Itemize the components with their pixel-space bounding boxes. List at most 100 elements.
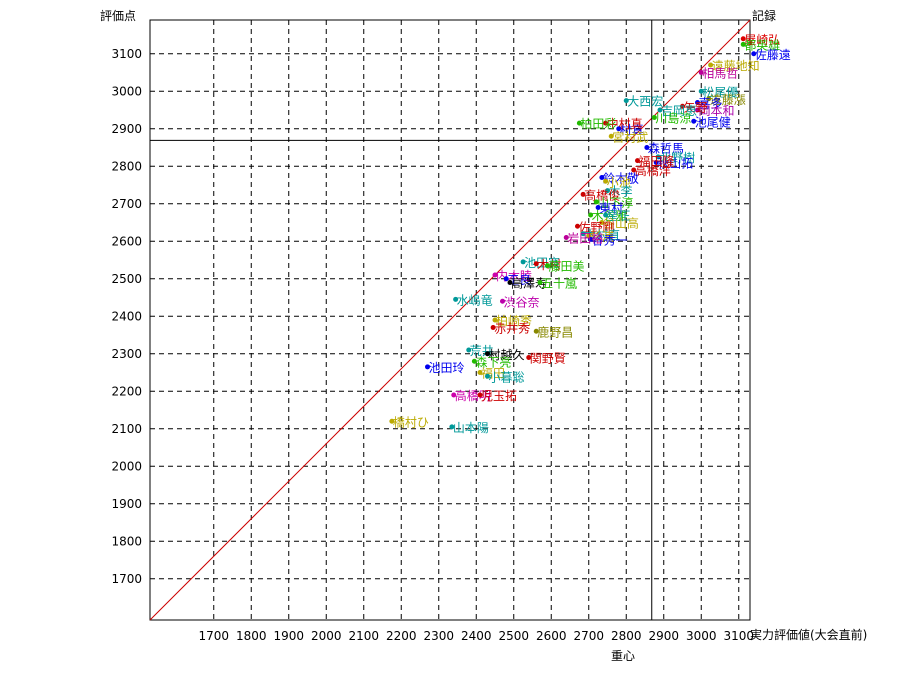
x-tick-label: 1700 <box>198 629 229 643</box>
x-tick-label: 2200 <box>386 629 417 643</box>
data-point-label: 木谷雅 <box>592 208 628 223</box>
data-point-label: 小池 <box>607 175 631 189</box>
data-point-label: 鈴木敬 <box>603 171 639 186</box>
y-tick-label: 1800 <box>111 534 142 548</box>
data-point <box>603 178 609 184</box>
data-point <box>485 373 490 379</box>
y-tick-label: 1900 <box>111 497 142 511</box>
data-point-label: 森下亮 <box>475 354 511 369</box>
data-point <box>563 235 569 240</box>
data-point <box>485 351 490 357</box>
y-tick-label: 2900 <box>111 122 142 136</box>
data-point-label: 藤田美 <box>549 260 585 274</box>
data-point <box>751 51 757 57</box>
y-tick-label: 3000 <box>111 84 142 98</box>
x-tick-label: 3000 <box>686 629 717 643</box>
data-point <box>389 418 395 424</box>
data-point-label: 福田隆 <box>639 154 675 169</box>
data-point-label: 喜多 <box>699 97 723 111</box>
data-point-label: 柏崎秀 <box>496 313 532 328</box>
x-tick-label: 2400 <box>461 629 492 643</box>
data-point-label: 遠藤漲 <box>710 93 746 107</box>
data-point <box>698 70 704 75</box>
data-point-label: 岡本和 <box>699 104 735 118</box>
data-point <box>466 347 472 353</box>
data-point <box>740 36 746 42</box>
data-point-label: 都英雄 <box>744 37 780 52</box>
data-point-label: 水嶋竜 <box>457 293 493 307</box>
data-point-label: 松尾優 <box>702 85 738 99</box>
data-point-label: 宮村武 <box>612 129 648 144</box>
data-point <box>635 158 640 164</box>
data-point <box>695 100 700 105</box>
y-tick-label: 1700 <box>111 572 142 586</box>
data-point-label: 赤井秀 <box>494 322 530 336</box>
data-point-label: 森哲馬 <box>648 141 684 156</box>
data-point <box>580 191 586 197</box>
x-tick-label: 2800 <box>611 629 642 643</box>
data-point-label: 児玉拓 <box>481 389 517 403</box>
x-tick-label: 1900 <box>273 629 304 643</box>
data-point-label: 小暮聡 <box>489 370 525 384</box>
diagonal-line <box>149 19 751 621</box>
data-point-label: 橋村ひ <box>393 415 429 429</box>
data-point <box>680 103 685 109</box>
data-point <box>588 236 594 242</box>
x-tick-label: 2700 <box>573 629 604 643</box>
data-point <box>471 358 477 364</box>
y-tick-label: 2700 <box>111 197 142 211</box>
data-point-label: 高橋洋 <box>635 163 671 178</box>
data-point-label: 高橋明 <box>455 388 491 403</box>
data-point-label: 高澤寿 <box>511 276 547 291</box>
data-point-label: 川島涼 <box>655 111 691 126</box>
data-point <box>655 154 661 160</box>
data-point-label: 村越久 <box>489 348 525 362</box>
centroid-label: 重心 <box>611 649 635 663</box>
data-point-label: 木李 <box>609 184 633 199</box>
data-point <box>599 220 605 225</box>
data-point-label: 工良 <box>507 272 531 287</box>
data-point-label: 東村 <box>599 202 623 216</box>
data-point-label: 谷山高 <box>603 216 639 231</box>
data-point-label: 鹿野昌 <box>537 324 573 339</box>
y-tick-label: 2400 <box>111 309 142 323</box>
data-point <box>477 392 483 398</box>
x-tick-label: 3100 <box>723 629 754 643</box>
data-point <box>575 223 580 229</box>
data-point-label: 杉浦 <box>590 230 614 244</box>
data-point <box>740 41 746 47</box>
data-point <box>453 296 459 302</box>
data-point-label: 佐野剛 <box>579 220 615 234</box>
x-tick-label: 2600 <box>536 629 567 643</box>
data-point <box>695 107 700 113</box>
x-axis-title: 実力評価値(大会直前) <box>750 627 867 642</box>
data-point-label: 大西宏 <box>627 94 663 109</box>
data-point <box>586 233 592 239</box>
y-tick-label: 2300 <box>111 347 142 361</box>
data-point <box>492 317 498 323</box>
data-point-label: 池尾健 <box>695 115 731 129</box>
data-point <box>616 126 622 132</box>
data-point <box>492 272 498 278</box>
y-tick-label: 2100 <box>111 422 142 436</box>
data-point <box>593 199 599 205</box>
data-point-label: 岩田裕 <box>567 231 603 246</box>
data-point <box>588 212 594 218</box>
y-tick-labels: 1700 1800 1900 2000 2100 2200 2300 2400 2500 2600… <box>111 47 142 586</box>
data-point-label: 屋崎弘 <box>744 33 780 47</box>
data-point <box>605 188 610 194</box>
x-tick-label: 2500 <box>498 629 529 643</box>
data-point-label: 秋山拓 <box>657 157 693 171</box>
data-point-label: 佐藤遠 <box>755 48 791 62</box>
x-tick-label: 2100 <box>348 629 379 643</box>
data-point <box>425 364 430 370</box>
data-point <box>657 107 663 113</box>
data-point <box>651 115 657 120</box>
data-point-label: 星正 <box>607 209 631 223</box>
data-point-label: 関野賢 <box>530 352 566 366</box>
data-point-label: 山本陽 <box>453 421 489 435</box>
data-point <box>507 280 513 285</box>
data-point <box>576 120 582 126</box>
y-tick-label: 2600 <box>111 234 142 248</box>
data-point <box>533 328 539 334</box>
